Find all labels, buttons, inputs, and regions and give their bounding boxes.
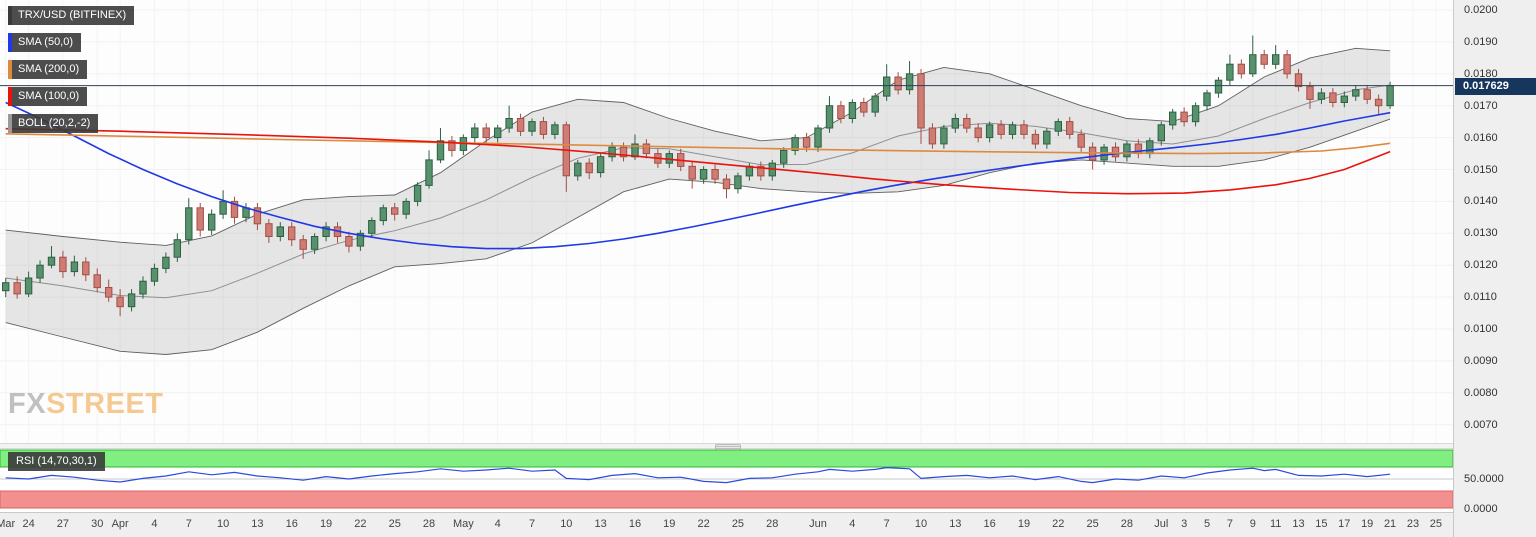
time-tick-label: 4: [494, 518, 501, 530]
time-tick-label: 13: [1292, 518, 1305, 530]
time-tick-label: 16: [983, 518, 996, 530]
time-axis[interactable]: Mar 24 27 30 Apr 4 7 10 13 16 19 22 25 28 May 4 7 10 13 16 1…: [0, 512, 1453, 537]
price-tick-label: 0.0160: [1464, 131, 1498, 144]
time-tick-label: Jun: [809, 518, 827, 530]
time-tick-label: 9: [1249, 518, 1256, 530]
time-tick-label: 7: [883, 518, 890, 530]
time-tick-label: 13: [251, 518, 264, 530]
indicator-legend: TRX/USD (BITFINEX) SMA (50,0) SMA (200,0) S…: [8, 6, 135, 133]
time-tick-label: Mar: [0, 518, 16, 530]
price-tick-label: 0.0080: [1464, 386, 1498, 399]
time-tick-label: 15: [1315, 518, 1328, 530]
legend-item-boll-20-2-2[interactable]: BOLL (20,2,-2): [8, 114, 99, 133]
price-tick-label: 0.0170: [1464, 99, 1498, 112]
time-tick-label: 28: [1120, 518, 1134, 530]
time-tick-label: Jul: [1154, 518, 1169, 530]
rsi-tick-label: 0.0000: [1464, 503, 1498, 515]
price-tick-label: 0.0090: [1464, 354, 1498, 367]
price-tick-label: 0.0200: [1464, 4, 1498, 16]
rsi-oversold-zone: [0, 490, 1453, 509]
time-tick-label: 19: [663, 518, 676, 530]
time-tick-label: 19: [1361, 518, 1374, 530]
main-chart-panel[interactable]: TRX/USD (BITFINEX) SMA (50,0) SMA (200,0) S…: [0, 0, 1453, 443]
time-tick-label: 22: [1052, 518, 1065, 530]
legend-item-sma-100-0[interactable]: SMA (100,0): [8, 87, 88, 106]
price-tick-label: 0.0180: [1464, 67, 1498, 80]
time-tick-label: 13: [594, 518, 607, 530]
time-tick-label: 21: [1383, 518, 1397, 530]
time-tick-label: 4: [849, 518, 856, 530]
price-tick-label: 0.0130: [1464, 227, 1498, 240]
watermark-street-text: STREET: [46, 388, 164, 420]
time-tick-label: Apr: [111, 518, 129, 530]
price-axis[interactable]: 0.017629 0.0200 0.0190 0.0180 0.0170 0.0160 0…: [1453, 0, 1536, 537]
rsi-line: [5, 466, 1391, 484]
price-tick-label: 0.0140: [1464, 195, 1498, 208]
last-price-badge: 0.017629: [1455, 77, 1536, 95]
time-tick-label: 23: [1406, 518, 1420, 530]
time-tick-label: 3: [1181, 518, 1188, 530]
watermark-fx-text: FX: [8, 388, 47, 420]
time-tick-label: 10: [914, 518, 928, 530]
price-tick-label: 0.0120: [1464, 259, 1498, 272]
price-tick-label: 0.0150: [1464, 163, 1498, 176]
overlay-line-sma-200-0-: [5, 133, 1391, 155]
time-tick-label: 10: [216, 518, 230, 530]
candlestick-series: [2, 35, 1394, 317]
rsi-panel[interactable]: RSI (14,70,30,1): [0, 449, 1453, 512]
time-tick-label: 24: [22, 518, 35, 530]
time-tick-label: 5: [1203, 518, 1211, 530]
time-tick-label: 19: [1017, 518, 1031, 530]
overlay-line-sma-100-0-: [5, 127, 1391, 195]
rsi-tick-label: 50.0000: [1464, 473, 1504, 485]
time-tick-label: May: [452, 518, 474, 530]
time-tick-label: 27: [56, 518, 70, 530]
time-tick-label: 7: [185, 518, 192, 530]
time-tick-label: 10: [560, 518, 573, 530]
legend-item-sma-50-0[interactable]: SMA (50,0): [8, 33, 82, 52]
time-tick-label: 28: [422, 518, 436, 530]
time-tick-label: 7: [528, 518, 536, 530]
price-chart-canvas[interactable]: [0, 0, 1453, 443]
time-tick-label: 11: [1269, 518, 1282, 530]
price-tick-label: 0.0070: [1464, 418, 1498, 431]
time-tick-label: 16: [285, 518, 298, 530]
price-tick-label: 0.0100: [1464, 323, 1498, 335]
fxstreet-watermark: FXSTREET: [8, 388, 163, 421]
time-tick-label: 7: [1226, 518, 1233, 530]
time-tick-label: 22: [697, 518, 710, 530]
time-tick-label: 17: [1338, 518, 1351, 530]
rsi-overbought-zone: [0, 449, 1453, 468]
price-tick-label: 0.0110: [1464, 291, 1497, 304]
legend-item-trx-usd-bitfinex[interactable]: TRX/USD (BITFINEX): [8, 6, 135, 25]
time-tick-label: 16: [628, 518, 642, 530]
bollinger-band-fill: [5, 48, 1391, 355]
time-tick-label: 19: [319, 518, 333, 530]
rsi-chart-canvas[interactable]: [0, 449, 1453, 512]
panel-divider[interactable]: [0, 443, 1453, 450]
overlay-line-sma-50-0-: [5, 101, 1391, 250]
time-tick-label: 4: [151, 518, 158, 530]
rsi-legend[interactable]: RSI (14,70,30,1): [8, 452, 105, 471]
time-tick-label: 25: [388, 518, 401, 530]
time-tick-label: 22: [354, 518, 367, 530]
bollinger-mid-line: [5, 84, 1391, 299]
time-tick-label: 25: [731, 518, 745, 530]
time-tick-label: 13: [949, 518, 962, 530]
time-tick-label: 25: [1429, 518, 1442, 530]
time-tick-label: 25: [1086, 518, 1099, 530]
time-tick-label: 30: [91, 518, 104, 530]
time-tick-label: 28: [766, 518, 779, 530]
resize-grip-icon[interactable]: [715, 444, 741, 450]
legend-item-sma-200-0[interactable]: SMA (200,0): [8, 60, 88, 79]
price-tick-label: 0.0190: [1464, 35, 1498, 48]
